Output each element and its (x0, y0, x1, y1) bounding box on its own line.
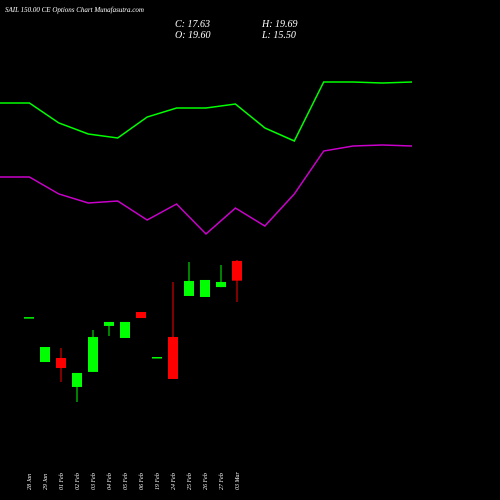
candle-body (136, 312, 146, 319)
candle-body (72, 372, 82, 387)
candle-body (56, 358, 66, 369)
x-tick-label: 06 Feb (139, 473, 145, 490)
candle-body (104, 321, 114, 326)
x-tick-label: 01 Feb (59, 473, 65, 490)
low-label: L: 15.50 (261, 30, 296, 41)
x-tick-label: 26 Feb (203, 473, 209, 490)
candle-body (24, 317, 34, 319)
x-tick-label: 03 Mar (235, 472, 241, 490)
indicator-line (0, 81, 413, 142)
candle-body (184, 280, 194, 296)
open-label: O: 19.60 (175, 30, 211, 41)
chart-title: SAIL 150.00 CE Options Chart Munafasutra… (5, 6, 144, 14)
x-tick-label: 25 Feb (187, 473, 193, 490)
x-tick-label: 27 Feb (219, 473, 225, 490)
candle-body (152, 357, 162, 359)
candle-body (216, 281, 226, 288)
x-tick-label: 24 Feb (170, 473, 177, 490)
candle-body (200, 279, 210, 297)
candle-body (120, 321, 130, 338)
candle-body (232, 260, 242, 281)
x-tick-label: 29 Jan (43, 474, 49, 490)
x-tick-label: 05 Feb (123, 473, 129, 490)
x-tick-label: 28 Jan (27, 474, 33, 490)
x-tick-label: 19 Feb (155, 473, 161, 490)
indicator-line (0, 144, 413, 236)
candle-body (88, 336, 98, 372)
candle-body (40, 346, 50, 363)
candle-body (168, 336, 178, 379)
x-tick-label: 02 Feb (75, 473, 81, 490)
x-tick-label: 03 Feb (91, 473, 97, 490)
x-tick-label: 04 Feb (106, 473, 113, 490)
close-label: C: 17.63 (175, 19, 210, 30)
high-label: H: 19.69 (261, 19, 298, 30)
